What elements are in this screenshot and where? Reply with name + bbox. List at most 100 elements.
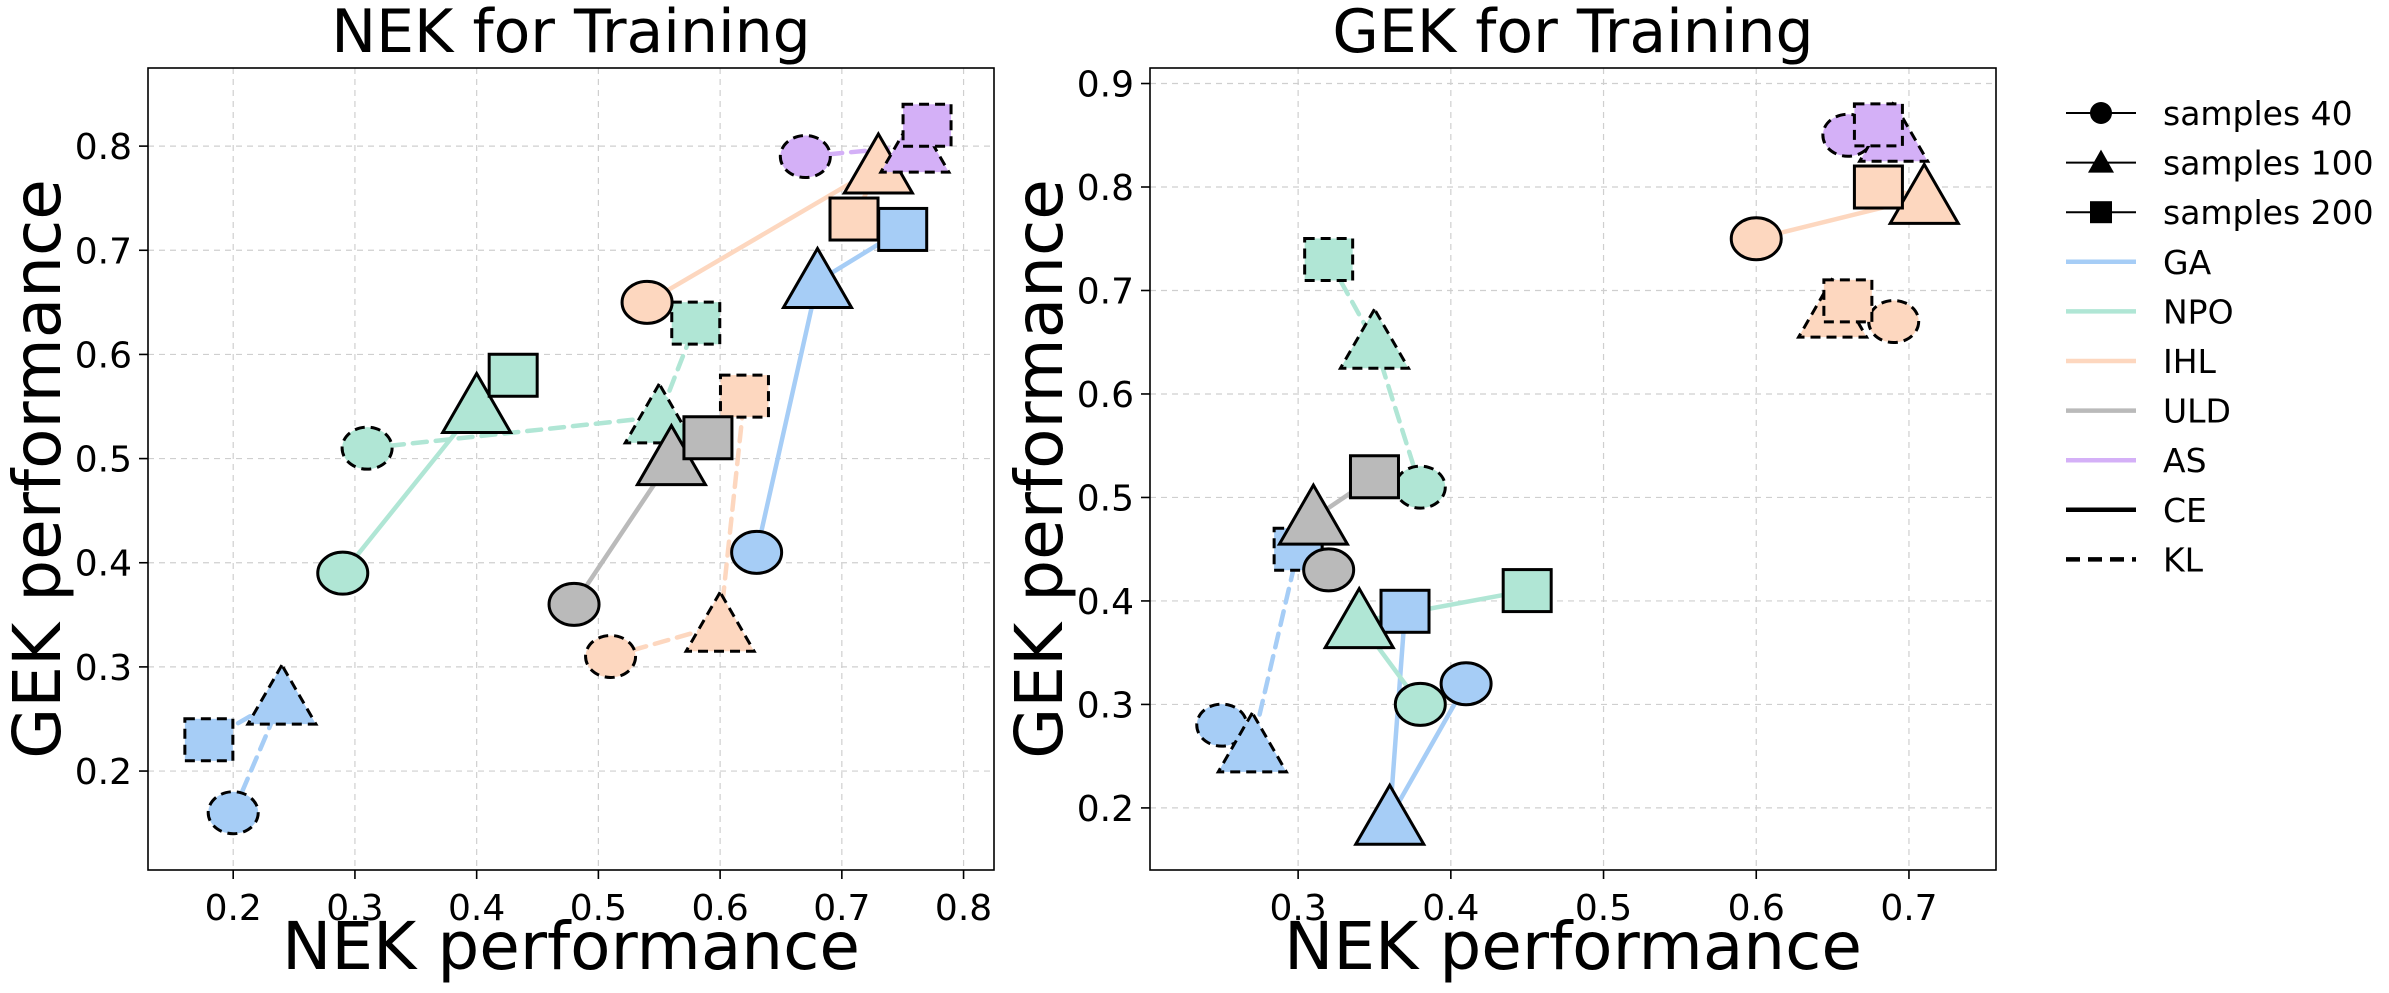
x-tick-label: 0.6 [1728, 888, 1785, 929]
x-tick-label: 0.5 [1575, 888, 1632, 929]
data-point-npo-ce-40 [1393, 681, 1447, 727]
y-tick-label: 0.4 [75, 544, 132, 585]
data-point-ga-ce-200 [1379, 588, 1431, 634]
data-point-npo-kl-100 [622, 380, 696, 445]
legend-item-ce: CE [2066, 491, 2207, 530]
legend: samples 40 samples 100 samples 200 GA NPO IHL… [2066, 94, 2374, 579]
data-point-ga-kl-40 [206, 790, 260, 836]
legend-item-ga: GA [2066, 243, 2212, 282]
legend-label: GA [2163, 243, 2212, 282]
y-tick-label: 0.8 [1077, 168, 1134, 209]
series-line-npo-kl [364, 320, 699, 451]
triangle-marker-icon [2088, 149, 2114, 173]
chart-title: GEK for Training [1332, 0, 1813, 67]
data-point-uld-ce-200 [1348, 454, 1400, 500]
data-point-ga-kl-100 [1215, 709, 1289, 774]
plot-area-frame [147, 67, 995, 871]
legend-item-uld: ULD [2066, 392, 2231, 431]
legend-label: ULD [2163, 392, 2231, 431]
y-tick-label: 0.7 [1077, 271, 1134, 312]
data-point-ga-ce-200 [877, 206, 929, 252]
legend-label: KL [2163, 540, 2204, 579]
data-point-npo-ce-100 [1322, 585, 1396, 650]
data-point-as-kl-40 [778, 134, 832, 180]
data-point-ihl-kl-100 [683, 589, 757, 653]
legend-item-samples-40: samples 40 [2066, 94, 2353, 133]
data-point-ga-ce-40 [1439, 661, 1493, 707]
y-tick-label: 0.6 [75, 335, 132, 376]
y-tick-label: 0.7 [75, 231, 132, 272]
data-point-ihl-kl-200 [1822, 278, 1874, 324]
data-point-ihl-ce-200 [828, 196, 880, 242]
data-point-uld-ce-40 [547, 581, 601, 627]
y-axis-label: GEK performance [0, 179, 76, 759]
data-point-npo-kl-200 [670, 300, 722, 346]
legend-item-samples-100: samples 100 [2066, 144, 2374, 183]
data-point-npo-ce-100 [440, 370, 514, 435]
legend-item-kl: KL [2066, 540, 2204, 579]
x-tick-label: 0.6 [691, 888, 748, 929]
data-point-as-kl-200 [1852, 102, 1904, 148]
y-tick-label: 0.8 [75, 127, 132, 168]
y-tick-label: 0.6 [1077, 375, 1134, 416]
data-point-npo-kl-100 [1337, 306, 1412, 370]
data-point-ihl-kl-200 [718, 373, 770, 419]
y-tick-label: 0.3 [1077, 685, 1134, 726]
y-tick-label: 0.9 [1077, 65, 1134, 106]
y-tick-label: 0.5 [1077, 478, 1134, 519]
data-point-ihl-kl-40 [584, 633, 638, 679]
y-tick-label: 0.2 [1077, 789, 1134, 830]
data-point-ga-kl-100 [245, 662, 319, 726]
data-point-npo-ce-40 [316, 550, 370, 596]
legend-label: CE [2163, 491, 2207, 530]
legend-label: samples 40 [2163, 94, 2353, 133]
y-tick-label: 0.4 [1077, 582, 1134, 623]
legend-label: samples 200 [2163, 193, 2374, 232]
data-point-uld-ce-100 [1276, 482, 1350, 546]
x-tick-label: 0.3 [1269, 888, 1326, 929]
data-point-ga-ce-100 [1353, 782, 1427, 846]
legend-item-ihl: IHL [2066, 342, 2217, 381]
data-point-ga-kl-200 [183, 717, 235, 763]
legend-label: AS [2163, 441, 2207, 480]
x-tick-label: 0.3 [326, 888, 383, 929]
chart-title: NEK for Training [331, 0, 811, 67]
data-point-ihl-ce-40 [1729, 216, 1783, 262]
data-point-npo-kl-200 [1303, 236, 1355, 282]
square-marker-icon [2090, 201, 2112, 224]
x-axis-label: NEK performance [282, 908, 860, 985]
data-point-ihl-kl-40 [1867, 299, 1921, 345]
legend-item-as: AS [2066, 441, 2207, 480]
data-point-ga-ce-40 [730, 529, 784, 575]
x-tick-label: 0.7 [1880, 888, 1937, 929]
chart-panel-1: 0.2 0.3 0.4 0.5 0.6 0.7 0.8 0.2 0.3 0.4 0.5 0.6 0.7 0… [0, 0, 995, 985]
data-point-ga-ce-100 [780, 245, 855, 310]
x-tick-label: 0.4 [1422, 888, 1479, 929]
data-point-npo-ce-200 [487, 352, 539, 398]
x-tick-label: 0.2 [205, 888, 262, 929]
x-tick-label: 0.8 [935, 888, 992, 929]
plot-area-frame [1149, 67, 1997, 871]
legend-label: samples 100 [2163, 144, 2374, 183]
data-point-ihl-ce-100 [1887, 161, 1961, 225]
data-point-as-kl-200 [901, 102, 953, 148]
circle-marker-icon [2090, 102, 2112, 124]
data-point-ihl-ce-40 [620, 279, 674, 325]
legend-item-samples-200: samples 200 [2066, 193, 2374, 232]
x-tick-label: 0.4 [448, 888, 505, 929]
data-point-uld-ce-200 [682, 415, 734, 461]
x-tick-label: 0.5 [570, 888, 627, 929]
y-axis-label: GEK performance [1001, 179, 1078, 759]
legend-label: NPO [2163, 292, 2234, 331]
data-point-uld-ce-40 [1302, 547, 1356, 593]
legend-label: IHL [2163, 342, 2217, 381]
chart-panel-2: 0.3 0.4 0.5 0.6 0.7 0.2 0.3 0.4 0.5 0.6 0.7 0.8 0.9 G… [1001, 0, 1997, 985]
x-axis-label: NEK performance [1284, 908, 1862, 985]
data-point-ihl-ce-200 [1852, 164, 1904, 210]
series-line-npo-kl [1326, 257, 1423, 490]
y-tick-label: 0.3 [75, 648, 132, 689]
y-tick-label: 0.2 [75, 752, 132, 793]
x-tick-label: 0.7 [813, 888, 870, 929]
